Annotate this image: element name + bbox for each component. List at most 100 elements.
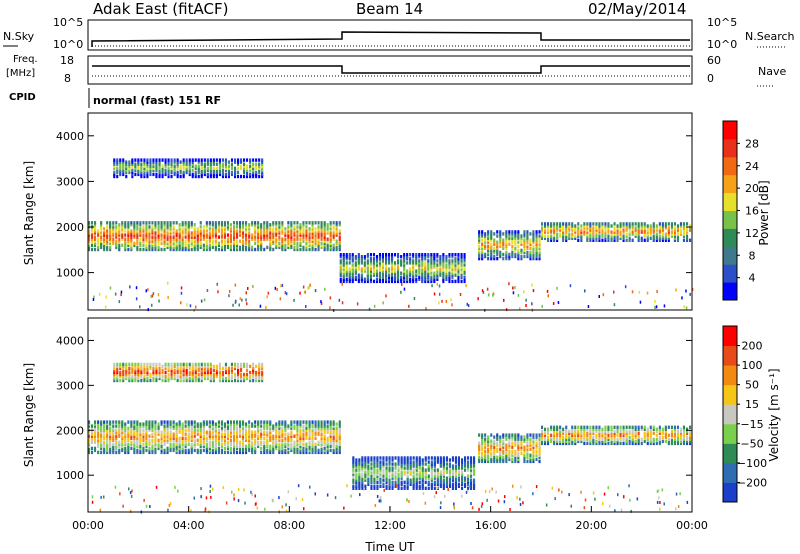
velocity-cell-band3	[649, 435, 652, 440]
velocity-cell-band1	[385, 478, 388, 482]
velocity-cell-band0	[299, 448, 302, 453]
velocity-cell-band0	[184, 448, 187, 453]
power-cell-band2	[508, 238, 511, 242]
power-cell-band1	[354, 255, 357, 259]
power-cell-band0	[311, 235, 314, 239]
power-cell-band3	[586, 234, 589, 238]
velocity-cell-band0	[263, 426, 266, 430]
power-cell-band3	[652, 226, 655, 230]
velocity-cell-band0	[275, 428, 278, 432]
power-cell-band3	[673, 234, 676, 238]
velocity-cell-band0	[109, 420, 112, 424]
velocity-cell-band0	[106, 444, 109, 448]
velocity-cell-band1	[358, 474, 361, 478]
power-cell-band4	[176, 174, 179, 179]
power-cell-band0	[145, 221, 148, 225]
power-cell-band1	[357, 279, 360, 284]
velocity-cell-band1	[445, 480, 448, 484]
power-cell-band4	[128, 164, 131, 168]
power-cell-band0	[299, 237, 302, 241]
velocity-cell-band0	[257, 440, 260, 444]
power-noise-cell	[252, 285, 254, 288]
power-cell-band0	[220, 229, 223, 233]
power-cell-band0	[169, 239, 172, 243]
power-cell-band3	[610, 236, 613, 240]
power-cell-band4	[197, 158, 200, 162]
power-noise-cell	[503, 298, 505, 302]
power-cell-band4	[173, 172, 176, 177]
power-cell-band1	[457, 265, 460, 269]
velocity-cell-band0	[193, 426, 196, 430]
power-cell-band1	[421, 265, 424, 269]
velocity-cell-band0	[127, 438, 130, 442]
power-cell-band0	[106, 229, 109, 233]
velocity-cell-band1	[367, 480, 370, 484]
power-cell-band0	[290, 225, 293, 229]
power-cell-band1	[372, 265, 375, 269]
power-noise-cell	[459, 293, 462, 296]
power-cell-band0	[314, 237, 317, 241]
power-cell-band2	[520, 242, 523, 246]
power-cell-band0	[251, 223, 254, 227]
velocity-cell-band3	[553, 429, 556, 433]
power-cell-band0	[160, 235, 163, 239]
power-noise-cell	[547, 294, 549, 298]
velocity-cell-band0	[236, 438, 239, 442]
power-cell-band0	[260, 231, 263, 235]
velocity-cell-band3	[577, 433, 580, 437]
power-cell-band4	[131, 170, 134, 175]
power-cell-band1	[427, 265, 430, 269]
power-cell-band2	[481, 254, 484, 259]
power-cell-band3	[646, 232, 649, 236]
velocity-cell-band0	[115, 434, 118, 438]
power-cell-band1	[463, 269, 466, 273]
power-cell-band0	[245, 221, 248, 225]
power-cell-band3	[595, 232, 598, 236]
velocity-cell-band0	[308, 424, 311, 428]
power-cell-band0	[88, 237, 91, 241]
velocity-cell-band0	[335, 446, 338, 451]
velocity-cell-band1	[379, 474, 382, 478]
power-cell-band3	[682, 222, 685, 226]
power-cell-band1	[385, 279, 388, 284]
power-cell-band4	[227, 168, 230, 172]
power-cell-band3	[592, 226, 595, 230]
power-cell-band0	[157, 221, 160, 225]
power-cell-band3	[652, 224, 655, 228]
velocity-cell-band1	[355, 468, 358, 472]
power-cell-band4	[182, 162, 185, 166]
velocity-cell-band3	[613, 431, 616, 435]
power-cell-band2	[517, 232, 520, 236]
velocity-cell-band2	[532, 451, 535, 455]
velocity-cell-band0	[100, 438, 103, 442]
velocity-cell-band1	[421, 468, 424, 472]
velocity-cell-band0	[254, 438, 257, 442]
velocity-cell-band3	[556, 439, 559, 444]
velocity-cell-band3	[634, 427, 637, 431]
power-cell-band1	[339, 271, 342, 275]
velocity-cell-band4	[113, 366, 116, 371]
power-cell-band0	[181, 241, 184, 245]
power-cell-band0	[305, 245, 308, 250]
velocity-cell-band0	[314, 430, 317, 434]
power-cell-band4	[197, 170, 200, 175]
velocity-cell-band0	[115, 438, 118, 442]
power-cell-band0	[124, 237, 127, 241]
power-cell-band3	[589, 228, 592, 232]
power-cell-band0	[151, 231, 154, 235]
power-cell-band0	[184, 239, 187, 243]
velocity-cell-band0	[184, 444, 187, 448]
velocity-cell-band0	[217, 424, 220, 428]
power-cell-band0	[248, 247, 251, 252]
velocity-cell-band0	[317, 448, 320, 453]
power-cell-band1	[378, 277, 381, 281]
power-cell-band0	[305, 221, 308, 225]
power-cell-band0	[121, 223, 124, 227]
velocity-cell-band2	[499, 439, 502, 443]
power-cell-band1	[430, 271, 433, 275]
power-cell-band0	[121, 227, 124, 231]
power-cell-band3	[571, 226, 574, 230]
power-cell-band1	[342, 255, 345, 259]
power-cell-band4	[185, 158, 188, 162]
ytick-label: 4000	[56, 130, 84, 143]
